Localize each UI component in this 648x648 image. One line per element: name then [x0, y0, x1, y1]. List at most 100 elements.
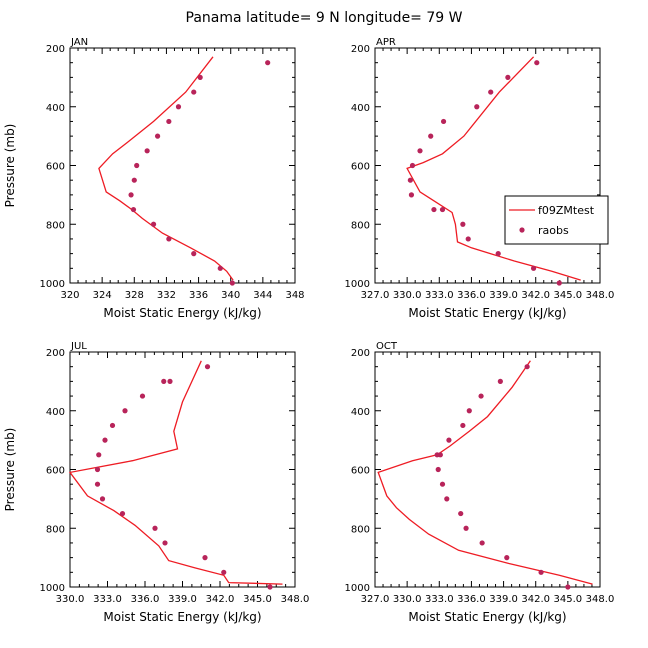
y-tick-label: 600: [46, 162, 65, 173]
raobs-point: [409, 162, 416, 169]
series-line-f09zmtest: [98, 56, 234, 281]
panel-jul: JUL 330.0 333.0 336.0 339.0 342.0 345.0 348.0 20…: [3, 341, 309, 624]
x-tick-label: 330.0: [393, 290, 422, 301]
raobs-point: [131, 177, 137, 183]
raobs-point: [556, 280, 562, 286]
y-tick-label: 1000: [40, 583, 65, 594]
raobs-point: [122, 408, 128, 414]
x-tick-label: 336.0: [457, 290, 486, 301]
plot-frame: [69, 351, 296, 588]
raobs-point: [407, 177, 413, 183]
y-tick-label: 600: [351, 466, 370, 477]
y-tick-label: 600: [351, 162, 370, 173]
panel-oct: OCT 327.0 330.0 333.0 336.0 339.0 342.0 345.0 34…: [345, 341, 615, 624]
raobs-point: [428, 133, 434, 139]
raobs-point: [229, 280, 235, 286]
raobs-point: [408, 192, 415, 198]
raobs-point: [465, 236, 471, 242]
x-axis-label: Moist Static Energy (kJ/kg): [408, 610, 566, 624]
panel-label: APR: [376, 37, 396, 48]
x-tick-label: 324: [93, 290, 112, 301]
y-tick-label: 400: [351, 407, 370, 418]
panels: JAN 320 324 328 332 336 340 344 348 200 400 600 800 1…: [3, 37, 614, 624]
x-tick-label: 336.0: [457, 594, 486, 605]
x-tick-label: 339.0: [168, 594, 197, 605]
raobs-point: [94, 466, 101, 473]
raobs-point: [150, 221, 157, 227]
raobs-point: [504, 555, 510, 561]
raobs-point: [109, 422, 116, 429]
y-tick-label: 200: [46, 44, 65, 55]
raobs-point: [128, 192, 134, 198]
raobs-point: [466, 408, 472, 414]
raobs-point: [167, 378, 173, 384]
y-axis-label: Pressure (mb): [3, 124, 17, 208]
panel-label: OCT: [376, 341, 398, 352]
plot-frame: [374, 47, 601, 284]
legend-label: f09ZMtest: [538, 204, 595, 217]
raobs-point: [460, 422, 466, 429]
raobs-point: [119, 510, 126, 517]
legend-label: raobs: [538, 224, 569, 237]
raobs-point: [175, 104, 182, 110]
y-tick-label: 400: [46, 103, 65, 114]
x-tick-label: 328: [125, 290, 144, 301]
legend-dot-swatch: [519, 227, 525, 233]
y-tick-label: 200: [351, 44, 370, 55]
x-tick-label: 345.0: [554, 290, 583, 301]
x-axis-label: Moist Static Energy (kJ/kg): [408, 306, 566, 320]
raobs-point: [565, 584, 571, 590]
x-tick-label: 327.0: [361, 290, 390, 301]
x-tick-label: 348: [285, 290, 304, 301]
series-line-f09zmtest: [406, 56, 581, 281]
legend-box: [504, 195, 609, 245]
raobs-point: [144, 148, 150, 154]
y-tick-label: 200: [351, 348, 370, 359]
raobs-point: [538, 569, 544, 575]
raobs-point: [202, 555, 208, 561]
raobs-point: [166, 118, 172, 125]
y-tick-label: 800: [46, 220, 65, 231]
x-tick-label: 345.0: [243, 594, 272, 605]
raobs-point: [217, 265, 223, 271]
x-tick-label: 336.0: [131, 594, 160, 605]
legend: f09ZMtest raobs: [504, 195, 609, 245]
raobs-point: [191, 251, 197, 257]
raobs-point: [439, 206, 446, 213]
y-tick-label: 800: [351, 220, 370, 231]
raobs-point: [99, 496, 106, 502]
raobs-point: [440, 118, 447, 125]
raobs-point: [130, 206, 137, 213]
panel-jan: JAN 320 324 328 332 336 340 344 348 200 400 600 800 1…: [3, 37, 305, 320]
raobs-point: [474, 104, 480, 110]
raobs-point: [162, 540, 168, 546]
raobs-point: [431, 206, 437, 213]
raobs-point: [463, 525, 469, 531]
y-tick-label: 200: [46, 348, 65, 359]
x-tick-label: 330.0: [393, 594, 422, 605]
x-tick-label: 320: [60, 290, 79, 301]
y-tick-label: 400: [46, 407, 65, 418]
x-tick-label: 339.0: [489, 594, 518, 605]
raobs-point: [204, 364, 211, 370]
raobs-point: [530, 265, 537, 271]
x-tick-label: 333.0: [425, 594, 454, 605]
x-tick-label: 342.0: [206, 594, 235, 605]
raobs-point: [102, 437, 108, 443]
plot-frame: [69, 47, 296, 284]
plot-frame: [374, 351, 601, 588]
series-line-f09zmtest: [68, 360, 283, 585]
x-tick-label: 348.0: [586, 594, 615, 605]
x-tick-label: 348.0: [281, 594, 310, 605]
x-tick-label: 332: [157, 290, 176, 301]
raobs-point: [435, 466, 441, 473]
x-axis-label: Moist Static Energy (kJ/kg): [103, 306, 261, 320]
raobs-point: [505, 74, 511, 80]
x-tick-label: 342.0: [521, 290, 550, 301]
series-line-f09zmtest: [377, 360, 593, 585]
x-tick-label: 340: [221, 290, 240, 301]
panel-apr: APR 327.0 330.0 333.0 336.0 339.0 342.0 345.0 34…: [345, 37, 615, 320]
raobs-point: [458, 510, 464, 517]
y-tick-label: 800: [351, 524, 370, 535]
x-tick-label: 342.0: [521, 594, 550, 605]
